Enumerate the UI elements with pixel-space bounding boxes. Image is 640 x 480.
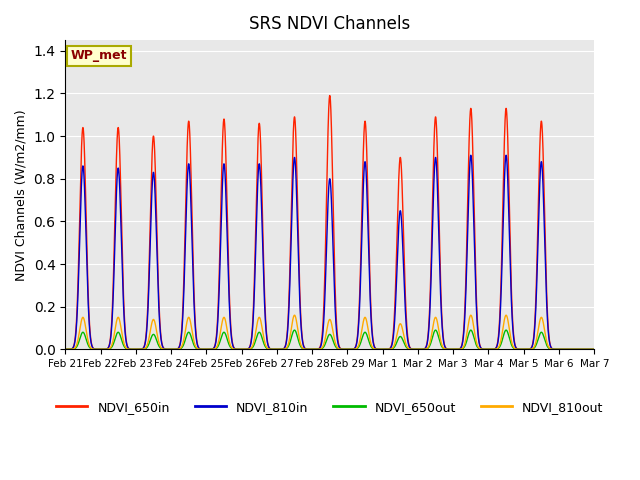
NDVI_650out	[591, 347, 598, 352]
NDVI_650out	[259, 339, 267, 345]
NDVI_810in	[175, 346, 182, 351]
NDVI_650in	[403, 320, 410, 326]
NDVI_810in	[61, 347, 69, 352]
NDVI_810out	[61, 347, 69, 352]
NDVI_810out	[478, 347, 486, 352]
NDVI_810in	[259, 264, 267, 270]
Line: NDVI_810in: NDVI_810in	[65, 155, 595, 349]
NDVI_810out	[259, 332, 267, 338]
Line: NDVI_650out: NDVI_650out	[65, 330, 595, 349]
NDVI_810in	[478, 346, 486, 352]
Line: NDVI_810out: NDVI_810out	[65, 315, 595, 349]
NDVI_650in	[169, 347, 177, 352]
NDVI_810out	[591, 347, 598, 352]
NDVI_810in	[589, 347, 596, 352]
Y-axis label: NDVI Channels (W/m2/mm): NDVI Channels (W/m2/mm)	[15, 109, 28, 280]
NDVI_810out	[403, 343, 410, 348]
NDVI_650in	[259, 246, 267, 252]
NDVI_810out	[175, 346, 182, 352]
NDVI_650out	[502, 327, 510, 333]
NDVI_810in	[591, 347, 598, 352]
NDVI_650in	[478, 346, 486, 351]
NDVI_650out	[589, 347, 596, 352]
Title: SRS NDVI Channels: SRS NDVI Channels	[249, 15, 410, 33]
NDVI_650out	[61, 347, 69, 352]
NDVI_810in	[169, 347, 177, 352]
NDVI_650in	[175, 345, 182, 351]
NDVI_650in	[589, 347, 596, 352]
NDVI_810out	[169, 347, 177, 352]
NDVI_650out	[478, 347, 486, 352]
Legend: NDVI_650in, NDVI_810in, NDVI_650out, NDVI_810out: NDVI_650in, NDVI_810in, NDVI_650out, NDV…	[51, 396, 609, 419]
NDVI_650out	[169, 347, 177, 352]
NDVI_650in	[326, 93, 333, 98]
NDVI_810in	[403, 326, 410, 332]
NDVI_650in	[61, 347, 69, 352]
Line: NDVI_650in: NDVI_650in	[65, 96, 595, 349]
Text: WP_met: WP_met	[70, 49, 127, 62]
NDVI_650out	[403, 345, 410, 350]
NDVI_650out	[175, 347, 182, 352]
NDVI_810in	[502, 152, 510, 158]
NDVI_810out	[589, 347, 596, 352]
NDVI_650in	[591, 347, 598, 352]
NDVI_810out	[502, 312, 510, 318]
